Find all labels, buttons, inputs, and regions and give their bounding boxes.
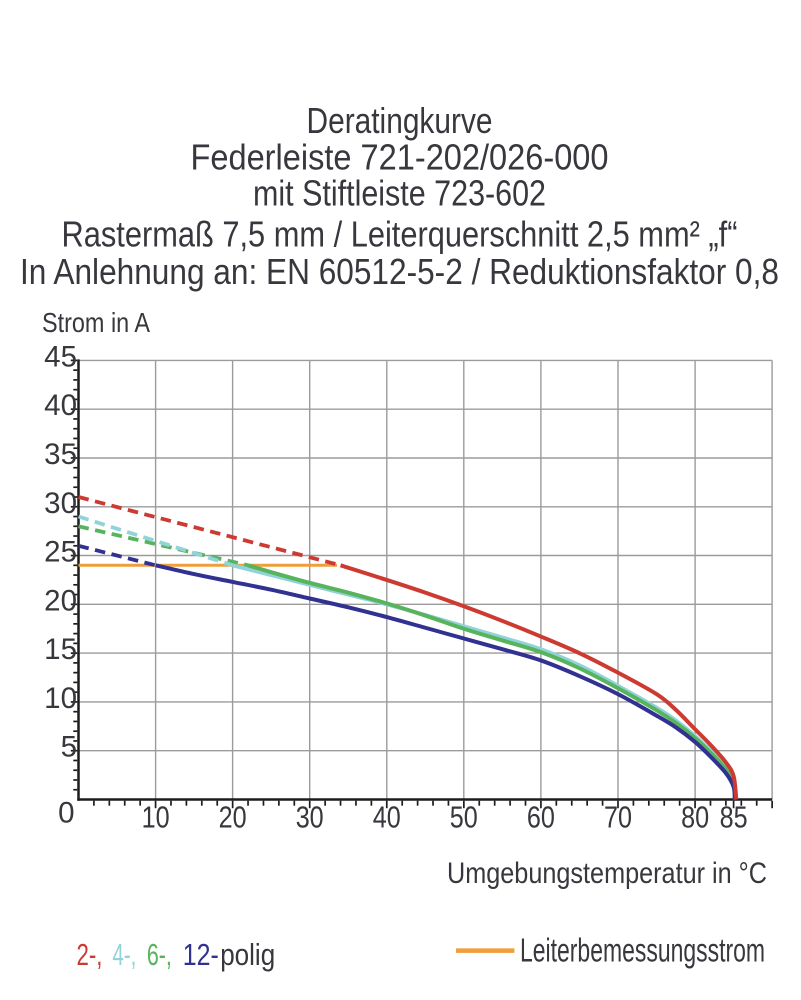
svg-text:70: 70 bbox=[604, 801, 632, 835]
svg-text:Strom in A: Strom in A bbox=[42, 307, 151, 338]
svg-text:30: 30 bbox=[44, 487, 77, 520]
svg-text:10: 10 bbox=[142, 801, 170, 835]
svg-text:Umgebungstemperatur in °C: Umgebungstemperatur in °C bbox=[447, 857, 767, 890]
svg-text:6-,: 6-, bbox=[147, 937, 172, 972]
svg-text:4-,: 4-, bbox=[112, 937, 136, 972]
svg-text:45: 45 bbox=[44, 340, 77, 373]
svg-text:5: 5 bbox=[61, 731, 77, 764]
svg-text:85: 85 bbox=[720, 801, 748, 835]
svg-text:30: 30 bbox=[296, 801, 324, 835]
svg-text:40: 40 bbox=[44, 389, 77, 422]
svg-text:Leiterbemessungsstrom: Leiterbemessungsstrom bbox=[520, 933, 765, 970]
svg-text:60: 60 bbox=[527, 801, 555, 835]
svg-text:40: 40 bbox=[373, 801, 401, 835]
svg-text:0: 0 bbox=[58, 797, 74, 830]
svg-text:80: 80 bbox=[681, 801, 709, 835]
svg-text:15: 15 bbox=[44, 633, 77, 666]
svg-text:50: 50 bbox=[450, 801, 478, 835]
svg-text:20: 20 bbox=[219, 801, 247, 835]
svg-text:Rastermaß 7,5 mm / Leiterquers: Rastermaß 7,5 mm / Leiterquerschnitt 2,5… bbox=[62, 213, 738, 254]
svg-text:Federleiste 721-202/026-000: Federleiste 721-202/026-000 bbox=[191, 136, 609, 177]
svg-text:In Anlehnung an: EN 60512-5-2: In Anlehnung an: EN 60512-5-2 / Reduktio… bbox=[20, 251, 779, 292]
svg-text:mit Stiftleiste 723-602: mit Stiftleiste 723-602 bbox=[253, 172, 546, 213]
svg-text:35: 35 bbox=[44, 438, 77, 471]
svg-text:20: 20 bbox=[44, 584, 77, 617]
svg-text:polig: polig bbox=[220, 937, 275, 972]
svg-text:2-,: 2-, bbox=[77, 937, 103, 972]
svg-text:Deratingkurve: Deratingkurve bbox=[307, 100, 493, 141]
svg-text:10: 10 bbox=[44, 682, 77, 715]
svg-text:12-: 12- bbox=[183, 937, 219, 972]
svg-text:25: 25 bbox=[44, 536, 77, 569]
